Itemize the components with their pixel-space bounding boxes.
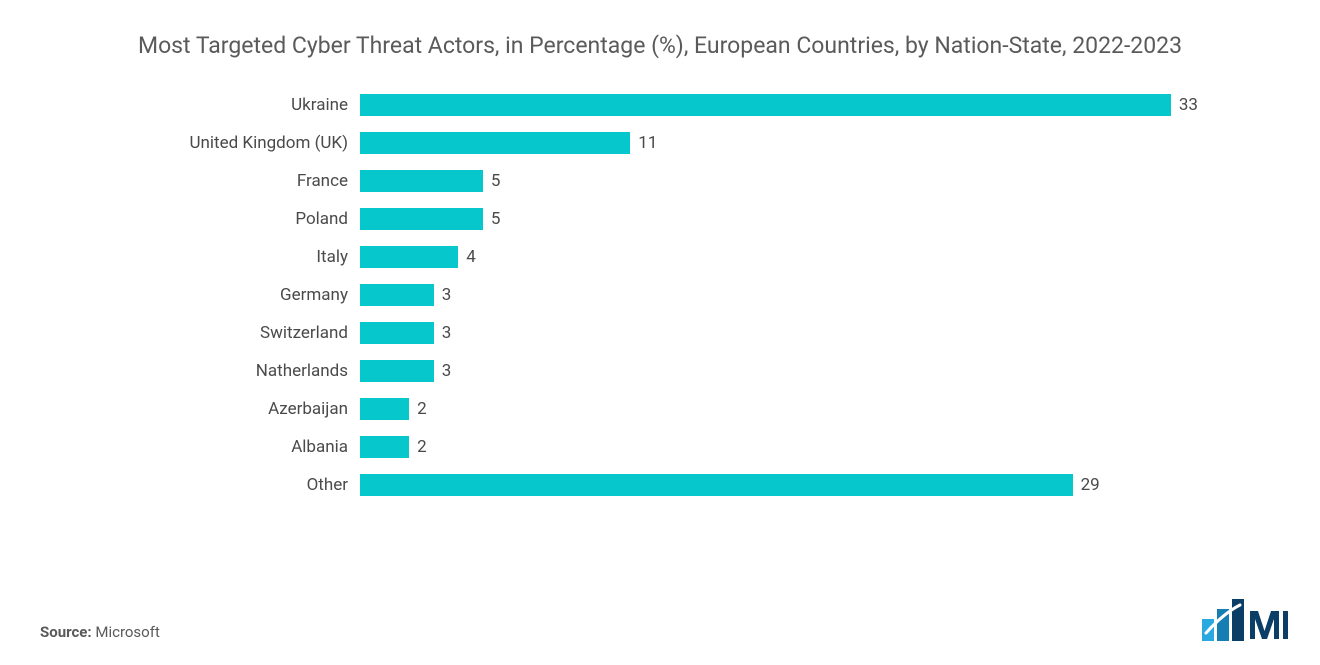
category-label: United Kingdom (UK) xyxy=(80,133,360,153)
logo-bars-icon xyxy=(1202,599,1244,641)
bar xyxy=(360,208,483,230)
bar-row: Italy 4 xyxy=(80,238,1220,276)
category-label: Germany xyxy=(80,285,360,305)
category-label: Albania xyxy=(80,437,360,457)
bar xyxy=(360,132,630,154)
bar-track: 29 xyxy=(360,466,1220,504)
bar-track: 2 xyxy=(360,428,1220,466)
value-label: 2 xyxy=(417,437,427,457)
bar xyxy=(360,246,458,268)
value-label: 11 xyxy=(638,133,657,153)
bar xyxy=(360,284,434,306)
bar-track: 3 xyxy=(360,314,1220,352)
chart-plot-area: Ukraine33United Kingdom (UK)11France5Pol… xyxy=(40,86,1280,504)
bar-track: 3 xyxy=(360,276,1220,314)
bar-track: 4 xyxy=(360,238,1220,276)
chart-title: Most Targeted Cyber Threat Actors, in Pe… xyxy=(110,30,1210,61)
bar xyxy=(360,398,409,420)
bar-row: Natherlands 3 xyxy=(80,352,1220,390)
value-label: 3 xyxy=(442,323,452,343)
bar xyxy=(360,474,1073,496)
bar-row: Other 29 xyxy=(80,466,1220,504)
bar xyxy=(360,436,409,458)
logo-text-icon xyxy=(1250,611,1288,639)
bar-row: Azerbaijan 2 xyxy=(80,390,1220,428)
category-label: Azerbaijan xyxy=(80,399,360,419)
bar-track: 5 xyxy=(360,162,1220,200)
brand-logo xyxy=(1200,599,1290,649)
value-label: 4 xyxy=(466,247,476,267)
source-label: Source: xyxy=(40,623,92,641)
category-label: France xyxy=(80,171,360,191)
category-label: Italy xyxy=(80,247,360,267)
bar xyxy=(360,322,434,344)
bar-track: 5 xyxy=(360,200,1220,238)
bar xyxy=(360,94,1171,116)
bar-row: United Kingdom (UK) 11 xyxy=(80,124,1220,162)
source-value: Microsoft xyxy=(95,623,160,641)
category-label: Natherlands xyxy=(80,361,360,381)
bar xyxy=(360,170,483,192)
category-label: Switzerland xyxy=(80,323,360,343)
bar xyxy=(360,360,434,382)
value-label: 3 xyxy=(442,285,452,305)
source-footer: Source: Microsoft xyxy=(40,623,160,641)
bar-track: 2 xyxy=(360,390,1220,428)
bar-row: Poland 5 xyxy=(80,200,1220,238)
value-label: 33 xyxy=(1179,95,1198,115)
chart-container: Most Targeted Cyber Threat Actors, in Pe… xyxy=(0,0,1320,665)
category-label: Poland xyxy=(80,209,360,229)
value-label: 29 xyxy=(1081,475,1100,495)
bar-row: Germany 3 xyxy=(80,276,1220,314)
category-label: Other xyxy=(80,475,360,495)
value-label: 2 xyxy=(417,399,427,419)
value-label: 5 xyxy=(491,171,501,191)
bar-track: 33 xyxy=(360,86,1220,124)
category-label: Ukraine xyxy=(80,95,360,115)
bar-track: 3 xyxy=(360,352,1220,390)
bar-row: France 5 xyxy=(80,162,1220,200)
bar-row: Ukraine 33 xyxy=(80,86,1220,124)
bar-track: 11 xyxy=(360,124,1220,162)
bar-row: Switzerland 3 xyxy=(80,314,1220,352)
value-label: 5 xyxy=(491,209,501,229)
value-label: 3 xyxy=(442,361,452,381)
bar-row: Albania 2 xyxy=(80,428,1220,466)
